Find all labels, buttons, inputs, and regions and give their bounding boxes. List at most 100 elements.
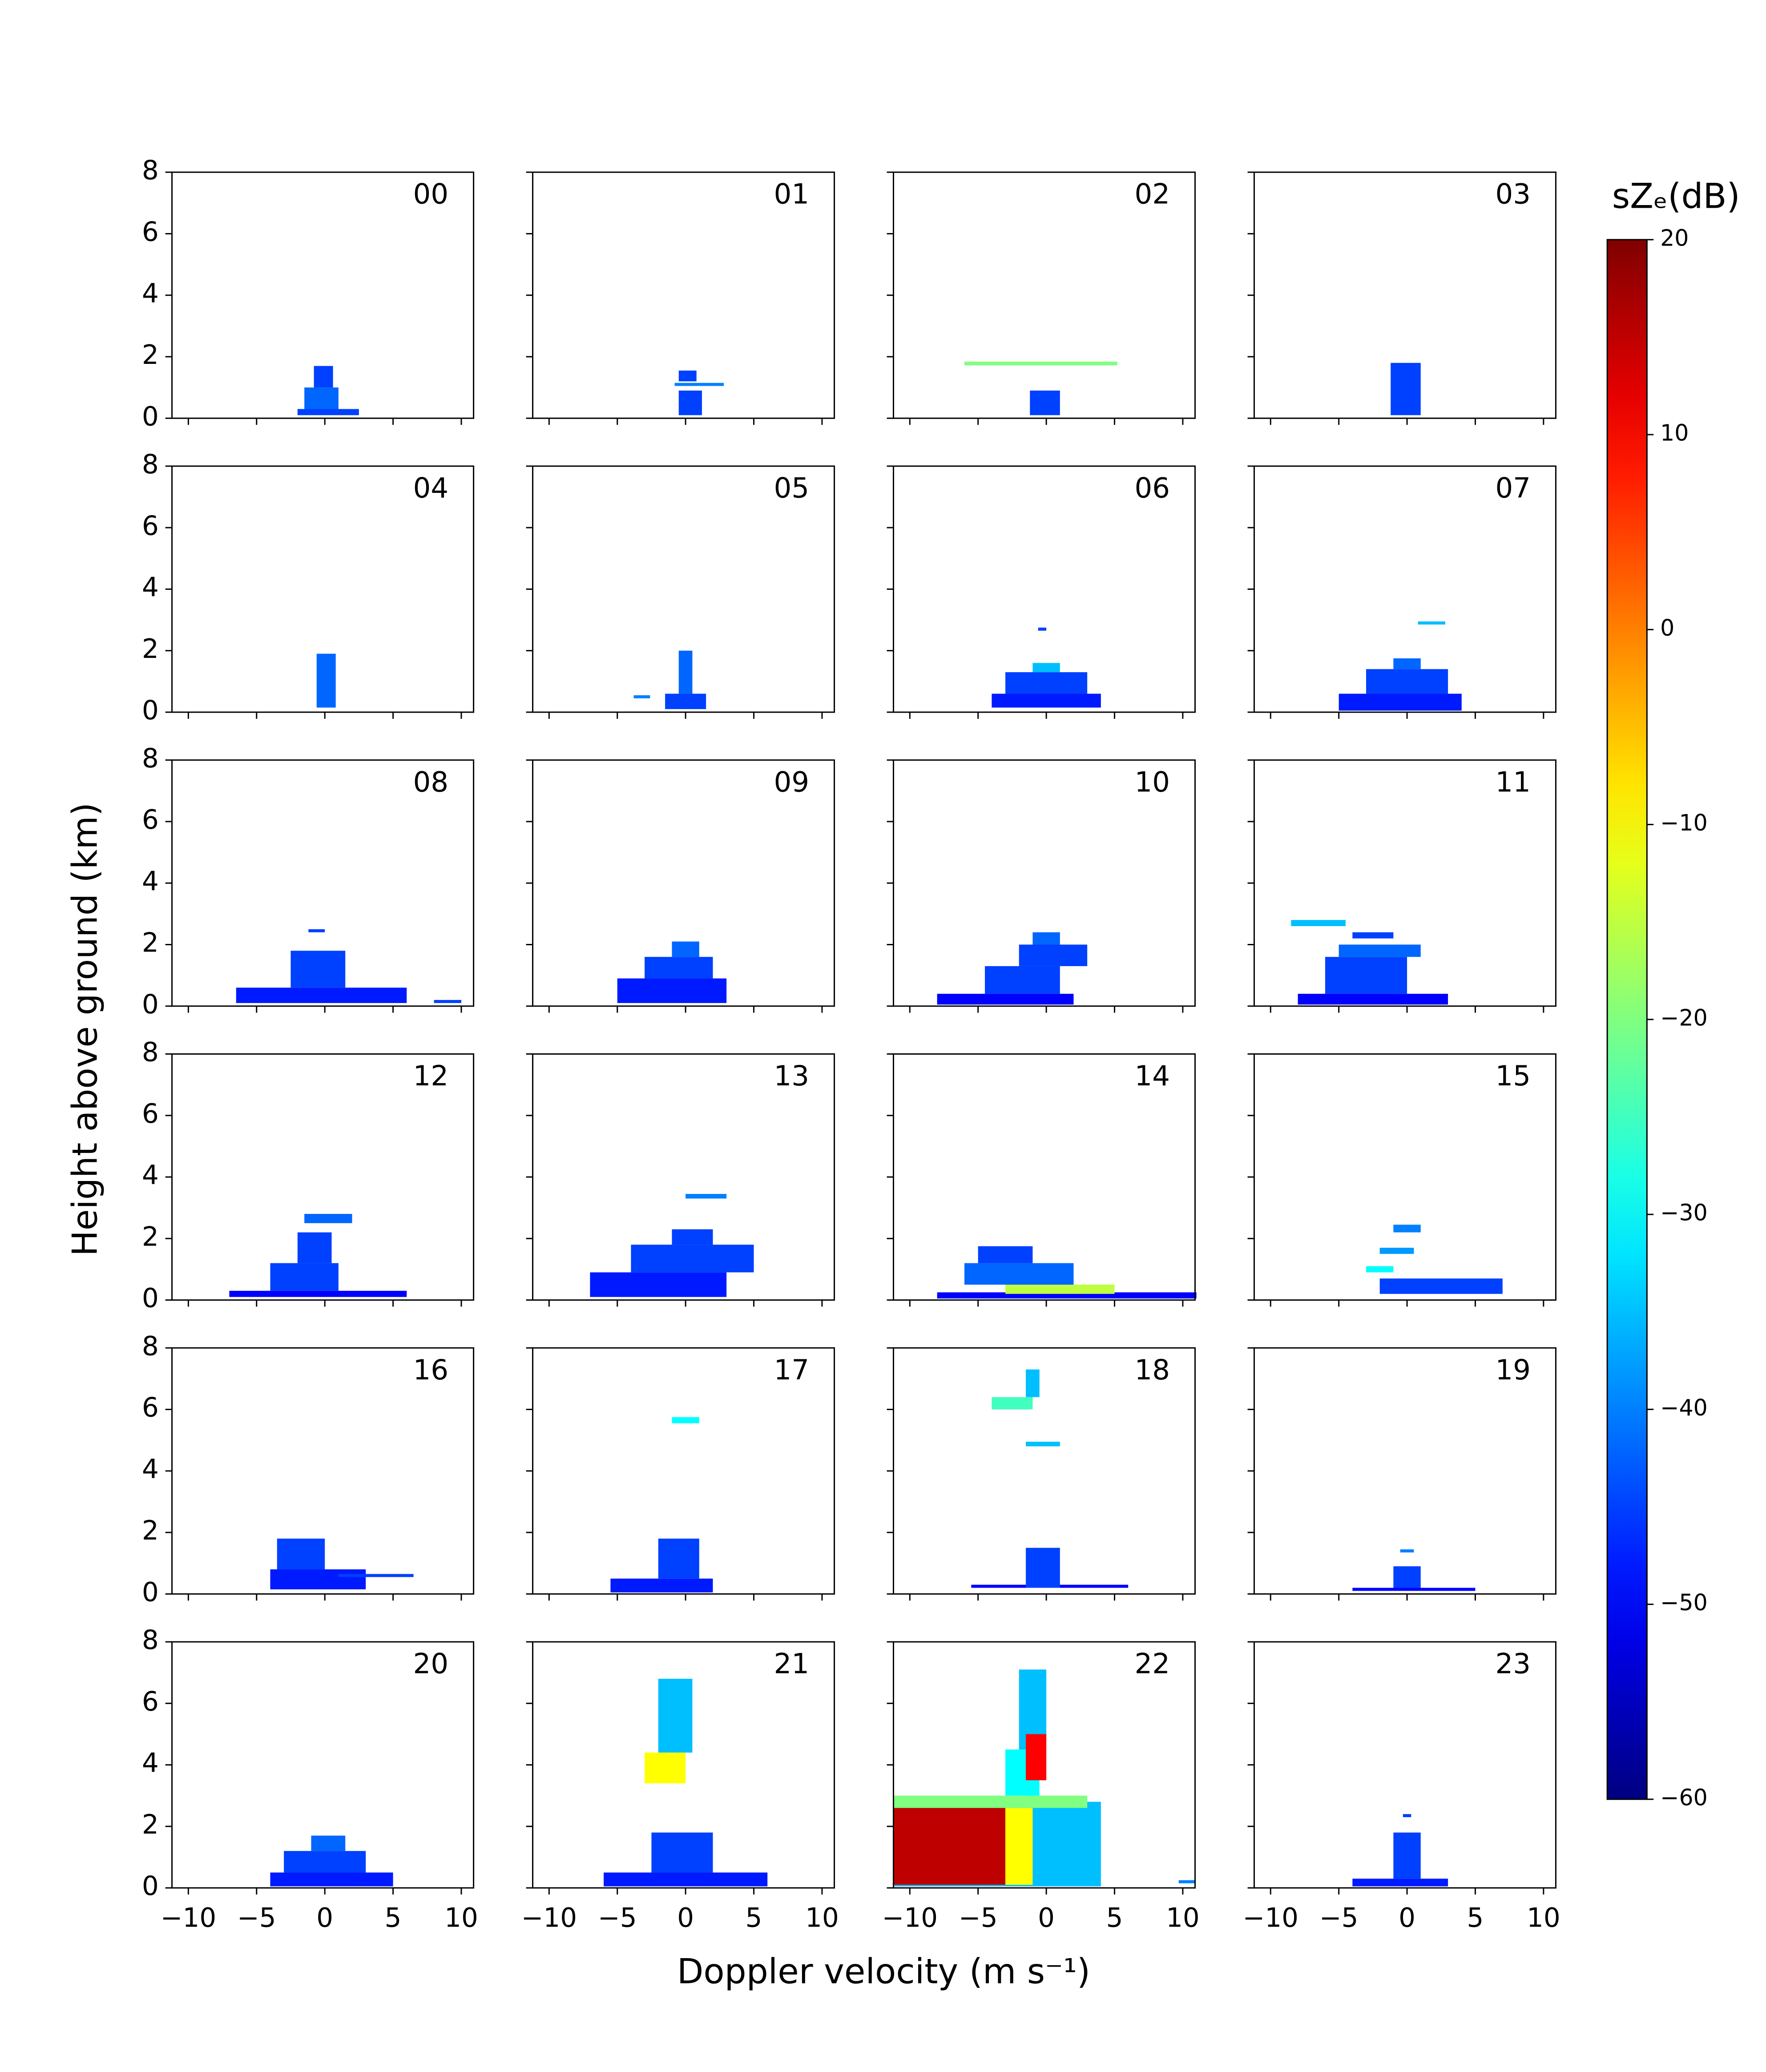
echo-patch: [1393, 658, 1421, 669]
y-tick-label: 2: [142, 634, 159, 665]
y-tick-label: 8: [142, 1331, 159, 1362]
echo-patch: [277, 1538, 325, 1570]
echo-patch: [1325, 957, 1407, 994]
echo-patch: [297, 1232, 332, 1263]
y-tick-label: 4: [142, 1748, 159, 1779]
echo-patch: [1352, 1879, 1448, 1887]
echo-patch: [1366, 1266, 1394, 1273]
y-tick-label: 0: [142, 1871, 159, 1902]
colorbar-tick-label: −30: [1660, 1200, 1708, 1226]
y-tick-label: 0: [142, 401, 159, 432]
echo-patch: [236, 988, 407, 1003]
echo-patch: [645, 957, 713, 979]
echo-patch: [1418, 621, 1445, 625]
y-tick-label: 4: [142, 572, 159, 603]
panel-title: 11: [1496, 766, 1531, 798]
panel: 20 −10 −5 0 5 10 0 2 4 6 8: [142, 1625, 478, 1933]
echo-patch: [1339, 693, 1462, 711]
echo-patch: [631, 1245, 754, 1273]
echo-patch: [1400, 1549, 1414, 1553]
echo-patch: [1298, 994, 1448, 1005]
echo-patch: [992, 693, 1101, 708]
echo-patch: [893, 1808, 1006, 1885]
echo-patch: [1038, 627, 1047, 631]
panel-title: 08: [413, 766, 448, 798]
panel: 03: [1247, 171, 1556, 425]
echo-patch: [1366, 669, 1448, 694]
panel-title: 03: [1496, 178, 1531, 210]
panel: 06: [887, 465, 1196, 719]
panel-title: 23: [1496, 1648, 1531, 1680]
x-tick-label: −5: [1319, 1903, 1359, 1934]
echo-patch: [297, 409, 359, 415]
x-tick-label: −5: [959, 1903, 998, 1934]
echo-patch: [1030, 391, 1060, 415]
x-tick-label: −5: [237, 1903, 276, 1934]
x-tick-label: 10: [444, 1903, 478, 1934]
echo-patch: [985, 966, 1060, 994]
echo-patch: [1026, 1369, 1040, 1397]
colorbar-tick-label: 20: [1660, 225, 1689, 251]
panel: 22 −10 −5 0 5 10: [882, 1641, 1200, 1934]
echo-patch: [304, 1213, 352, 1223]
y-tick-label: 0: [142, 1577, 159, 1608]
echo-patch: [1379, 1278, 1503, 1294]
panel-title: 21: [774, 1648, 809, 1680]
echo-patch: [893, 1795, 1088, 1808]
x-tick-label: 0: [677, 1903, 694, 1934]
colorbar: [1606, 239, 1648, 1800]
echo-patch: [1178, 1880, 1195, 1883]
echo-patch: [590, 1272, 727, 1297]
panel: 19: [1247, 1347, 1556, 1601]
echo-patch: [1005, 1808, 1033, 1885]
panel-title: 17: [774, 1354, 809, 1386]
echo-patch: [1005, 672, 1088, 694]
echo-patch: [316, 653, 336, 708]
echo-patch: [674, 383, 724, 386]
echo-patch: [978, 1246, 1033, 1263]
y-tick-label: 6: [142, 1099, 159, 1129]
x-axis-label: Doppler velocity (m s⁻¹): [677, 1951, 1090, 1991]
echo-patch: [270, 1569, 366, 1589]
colorbar-tick-label: −40: [1660, 1395, 1708, 1421]
echo-patch: [284, 1851, 366, 1873]
colorbar-tick-label: −60: [1660, 1784, 1708, 1810]
panel: 23 −10 −5 0 5 10: [1243, 1641, 1560, 1934]
x-tick-label: 5: [1467, 1903, 1484, 1934]
echo-patch: [610, 1578, 713, 1592]
x-tick-label: 0: [316, 1903, 333, 1934]
panel-title: 22: [1135, 1648, 1170, 1680]
echo-patch: [992, 1397, 1033, 1410]
panel-title: 18: [1135, 1354, 1170, 1386]
y-tick-label: 6: [142, 217, 159, 248]
panel: 01: [526, 171, 835, 425]
x-tick-label: 5: [746, 1903, 762, 1934]
panel: 17: [526, 1347, 835, 1601]
x-tick-label: −10: [521, 1903, 577, 1934]
y-tick-label: 2: [142, 928, 159, 959]
colorbar-tick-label: 10: [1660, 420, 1689, 446]
y-tick-label: 6: [142, 1686, 159, 1717]
panel: 11: [1247, 759, 1556, 1013]
panel-title: 12: [413, 1060, 448, 1092]
echo-patch: [617, 978, 727, 1003]
panel: 18: [887, 1347, 1196, 1601]
panel: 04 0 2 4 6 8: [142, 449, 475, 726]
x-tick-label: 5: [1106, 1903, 1123, 1934]
colorbar-tick-label: −10: [1660, 810, 1708, 836]
y-tick-label: 4: [142, 1160, 159, 1191]
echo-patch: [937, 994, 1074, 1005]
y-tick-label: 0: [142, 1283, 159, 1314]
echo-patch: [1032, 932, 1060, 945]
panel: 14: [887, 1053, 1197, 1307]
colorbar-tick-label: −20: [1660, 1004, 1708, 1031]
x-tick-label: 10: [805, 1903, 839, 1934]
panel: 05: [526, 465, 835, 719]
x-tick-label: −5: [598, 1903, 637, 1934]
echo-patch: [1393, 1225, 1421, 1233]
y-tick-label: 8: [142, 155, 159, 186]
echo-patch: [604, 1872, 768, 1887]
echo-patch: [672, 941, 699, 957]
